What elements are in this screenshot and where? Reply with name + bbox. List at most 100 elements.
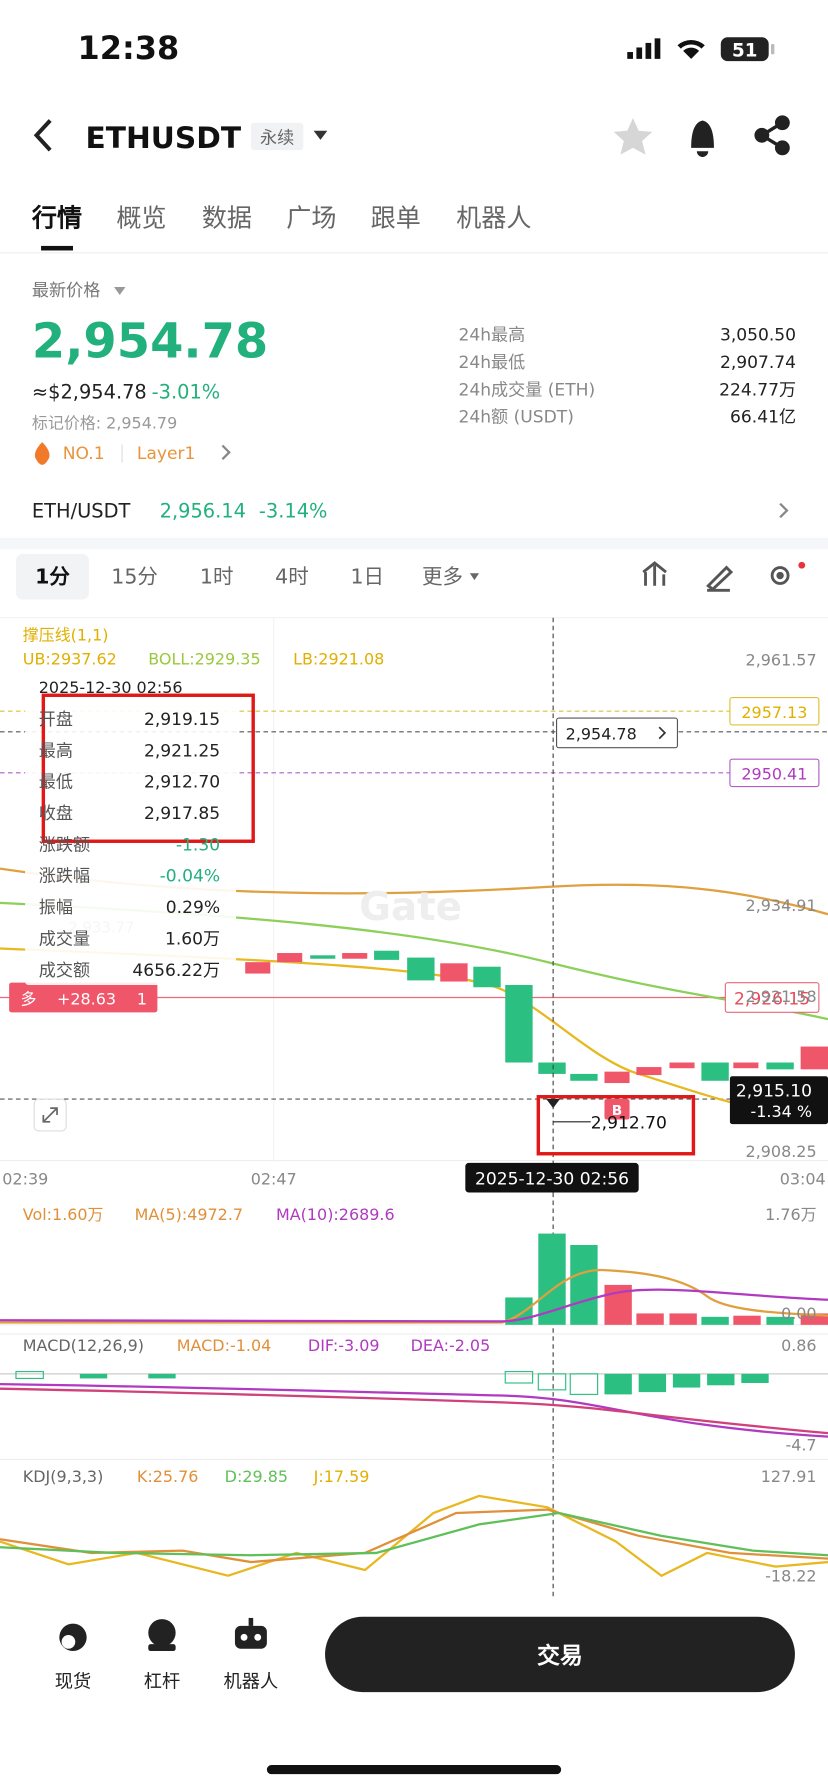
low-marker: 2,912.70 bbox=[591, 1114, 667, 1134]
last-price: 2,954.78 bbox=[32, 315, 268, 370]
trade-label[interactable]: 交易 bbox=[537, 1643, 583, 1670]
dif-value: DIF:-3.09 bbox=[308, 1336, 380, 1355]
interval-selected[interactable] bbox=[15, 553, 89, 600]
nav-label[interactable]: 现货 bbox=[55, 1672, 91, 1693]
interval[interactable]: 更多 bbox=[422, 565, 463, 589]
interval[interactable]: 1日 bbox=[350, 565, 384, 589]
price-change: -3.01% bbox=[152, 381, 221, 404]
macd-value: MACD:-1.04 bbox=[177, 1336, 271, 1355]
stat-value: 2,907.74 bbox=[720, 353, 796, 373]
mark-price: 标记价格: 2,954.79 bbox=[32, 413, 177, 432]
last-change-tag: -1.34 % bbox=[751, 1102, 813, 1121]
interval[interactable]: 15分 bbox=[111, 565, 158, 589]
y-tick-label: 2,961.57 bbox=[746, 651, 817, 670]
ma5-label: MA(5):4972.7 bbox=[135, 1205, 243, 1224]
ma10-label: MA(10):2689.6 bbox=[276, 1205, 395, 1224]
x-tick-label: 02:39 bbox=[2, 1170, 48, 1189]
tooltip-label: 最低 bbox=[39, 773, 73, 793]
price-tag: 2950.41 bbox=[741, 765, 807, 784]
tab[interactable]: 机器人 bbox=[456, 204, 531, 233]
status-icons bbox=[627, 37, 775, 62]
stat-value: 224.77万 bbox=[719, 380, 796, 400]
y-tick-label: 0.86 bbox=[781, 1336, 817, 1355]
interval[interactable]: 4时 bbox=[275, 565, 309, 589]
y-tick-label: 2,934.91 bbox=[746, 896, 817, 915]
indicator: 撑压线(1,1) bbox=[23, 626, 109, 645]
tooltip-label: 成交额 bbox=[39, 961, 90, 981]
y-tick-label: 2,921.58 bbox=[746, 987, 817, 1006]
tooltip-label: 涨跌额 bbox=[39, 835, 90, 855]
chevron[interactable] bbox=[779, 502, 789, 519]
trade-button[interactable] bbox=[325, 1616, 795, 1693]
dropdown[interactable] bbox=[469, 573, 480, 581]
stat-value: 3,050.50 bbox=[720, 326, 796, 346]
tooltip-value: 2,917.85 bbox=[144, 804, 220, 824]
tab[interactable]: 数据 bbox=[202, 204, 252, 233]
notify-dot bbox=[798, 561, 806, 569]
stat-label: 24h最高 bbox=[458, 326, 525, 346]
tooltip-label: 涨跌幅 bbox=[39, 867, 90, 887]
boll: BOLL:2929.35 bbox=[148, 649, 260, 668]
buy-badge: B bbox=[612, 1103, 622, 1119]
nav-label[interactable]: 杠杆 bbox=[144, 1672, 180, 1693]
tooltip-label: 振幅 bbox=[39, 898, 73, 918]
tooltip-time: 2025-12-30 02:56 bbox=[39, 678, 183, 697]
tag-bg bbox=[250, 122, 304, 151]
alert-button[interactable] bbox=[691, 120, 714, 157]
k-value: K:25.76 bbox=[137, 1467, 199, 1486]
y-tick-label: 1.76万 bbox=[765, 1205, 816, 1224]
crosshair-time: 2025-12-30 02:56 bbox=[475, 1170, 629, 1190]
last-price-tag: 2,915.10 bbox=[736, 1082, 812, 1102]
d-value: D:29.85 bbox=[225, 1467, 288, 1486]
volume-decor bbox=[0, 1233, 828, 1326]
dea-value: DEA:-2.05 bbox=[411, 1336, 491, 1355]
clock: 12:38 bbox=[78, 29, 180, 67]
tab[interactable]: 概览 bbox=[116, 204, 166, 233]
y-tick-label: -18.22 bbox=[765, 1566, 816, 1585]
tooltip-label: 成交量 bbox=[39, 929, 90, 949]
tab[interactable]: 跟单 bbox=[371, 204, 421, 233]
y-tick-label: 0.00 bbox=[781, 1304, 817, 1323]
spot-price: 2,956.14 bbox=[160, 499, 246, 522]
tooltip-value: 4656.22万 bbox=[132, 961, 220, 981]
chart-tools[interactable] bbox=[642, 561, 790, 592]
j-value: J:17.59 bbox=[313, 1467, 370, 1486]
section-gap bbox=[0, 537, 828, 550]
nav-label[interactable]: 机器人 bbox=[224, 1672, 279, 1693]
tooltip-label: 收盘 bbox=[39, 804, 73, 824]
stat-label: 24h额 (USDT) bbox=[458, 408, 573, 428]
sector: Layer1 bbox=[137, 444, 196, 464]
chevron[interactable] bbox=[221, 444, 231, 460]
share-button[interactable] bbox=[754, 115, 790, 156]
tooltip-value: 2,912.70 bbox=[144, 773, 220, 793]
tooltip-value: 2,919.15 bbox=[144, 710, 220, 730]
price-label: 最新价格 bbox=[32, 281, 100, 301]
stat-label: 24h最低 bbox=[458, 353, 525, 373]
stat-label: 24h成交量 (ETH) bbox=[458, 380, 595, 400]
interval[interactable]: 1时 bbox=[200, 565, 234, 589]
x-tick-label: 03:04 bbox=[780, 1170, 826, 1189]
tooltip-label: 最高 bbox=[39, 741, 73, 761]
contract-tag: 永续 bbox=[260, 128, 294, 148]
y-tick-label: -4.7 bbox=[785, 1435, 816, 1454]
position-side: 多 bbox=[21, 989, 37, 1008]
interval[interactable]: 1分 bbox=[35, 565, 70, 589]
tooltip-value: -0.04% bbox=[160, 867, 220, 887]
lb: LB:2921.08 bbox=[293, 649, 384, 668]
battery: 51 bbox=[732, 41, 757, 62]
y-tick-label: 2,908.25 bbox=[746, 1142, 817, 1161]
nav-icons[interactable] bbox=[59, 1617, 267, 1652]
favorite-button[interactable] bbox=[613, 118, 653, 155]
tab[interactable]: 行情 bbox=[31, 204, 82, 233]
price-tag: 2,926.15 bbox=[734, 989, 810, 1009]
stat-value: 66.41亿 bbox=[730, 408, 796, 428]
back-button[interactable] bbox=[33, 119, 52, 152]
tooltip-value: 0.29% bbox=[166, 898, 220, 918]
dropdown bbox=[114, 286, 126, 295]
tooltip-label: 开盘 bbox=[39, 710, 73, 730]
watermark: Gate bbox=[359, 885, 462, 930]
dropdown[interactable] bbox=[313, 130, 328, 140]
tab[interactable]: 广场 bbox=[286, 204, 336, 233]
